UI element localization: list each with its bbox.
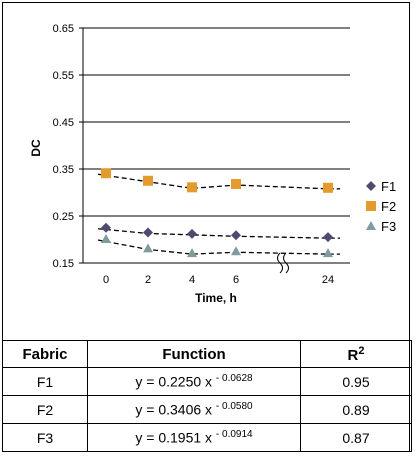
row-r2: 0.95 [300, 367, 412, 396]
marker-f3 [323, 248, 333, 258]
marker-f3 [101, 234, 111, 244]
table-row: F2 y = 0.3406 x - 0.0580 0.89 [2, 395, 412, 424]
marker-f1 [323, 232, 333, 243]
header-r2-exponent: 2 [358, 344, 365, 357]
marker-f2 [187, 182, 197, 193]
marker-f3 [143, 243, 153, 253]
legend-marker-f3 [366, 221, 376, 230]
x-tick-label: 24 [322, 274, 334, 286]
x-tick-label: 4 [189, 274, 195, 286]
function-base: y = 0.3406 x [135, 401, 213, 418]
marker-f2 [143, 175, 153, 186]
marker-f3 [231, 246, 241, 256]
x-tick-label: 0 [103, 274, 109, 286]
header-function: Function [87, 340, 301, 368]
function-base: y = 0.2250 x [135, 373, 213, 390]
legend-label-f1: F1 [381, 179, 396, 194]
row-fabric: F3 [2, 423, 88, 452]
trendline-f1 [97, 228, 340, 239]
table-row: F1 y = 0.2250 x - 0.0628 0.95 [2, 367, 412, 396]
marker-f2 [323, 182, 333, 193]
marker-f2 [231, 179, 241, 190]
function-table: Fabric Function R2 F1 y = 0.2250 x - 0.0… [2, 340, 412, 452]
trendline-f2 [97, 173, 340, 190]
marker-f1 [143, 227, 153, 238]
marker-f1 [101, 222, 111, 233]
function-exponent: - 0.0914 [215, 429, 253, 441]
table-row: F3 y = 0.1951 x - 0.0914 0.87 [2, 423, 412, 452]
header-fabric: Fabric [2, 340, 88, 368]
y-tick-label: 0.55 [53, 70, 74, 82]
function-exponent: - 0.0628 [215, 373, 253, 385]
y-tick-label: 0.45 [53, 117, 74, 129]
row-function: y = 0.3406 x - 0.0580 [87, 395, 301, 424]
marker-f1 [187, 228, 197, 239]
x-tick-label: 2 [145, 274, 151, 286]
legend-marker-f1 [366, 181, 376, 191]
y-tick-label: 0.65 [53, 23, 74, 35]
y-tick-label: 0.35 [53, 164, 74, 176]
legend-marker-f2 [366, 201, 376, 211]
header-r2-base: R [347, 346, 359, 364]
function-exponent: - 0.0580 [215, 401, 253, 413]
trendline-f3 [97, 239, 340, 255]
y-tick-label: 0.25 [53, 211, 74, 223]
row-fabric: F1 [2, 367, 88, 396]
table-header-row: Fabric Function R2 [2, 340, 412, 368]
x-tick-label: 6 [233, 274, 239, 286]
row-function: y = 0.1951 x - 0.0914 [87, 423, 301, 452]
marker-f3 [187, 248, 197, 258]
x-axis-title: Time, h [195, 291, 237, 305]
marker-f1 [231, 230, 241, 241]
marker-f2 [101, 168, 111, 179]
y-tick-label: 0.15 [53, 258, 74, 270]
axis-break-mark [277, 252, 283, 274]
axis-break-mark [283, 252, 289, 274]
header-r2: R2 [300, 340, 412, 368]
legend-label-f3: F3 [381, 219, 396, 234]
row-fabric: F2 [2, 395, 88, 424]
y-axis-title: DC [29, 139, 43, 157]
legend-label-f2: F2 [381, 199, 396, 214]
row-r2: 0.89 [300, 395, 412, 424]
row-function: y = 0.2250 x - 0.0628 [87, 367, 301, 396]
row-r2: 0.87 [300, 423, 412, 452]
function-base: y = 0.1951 x [135, 429, 213, 446]
